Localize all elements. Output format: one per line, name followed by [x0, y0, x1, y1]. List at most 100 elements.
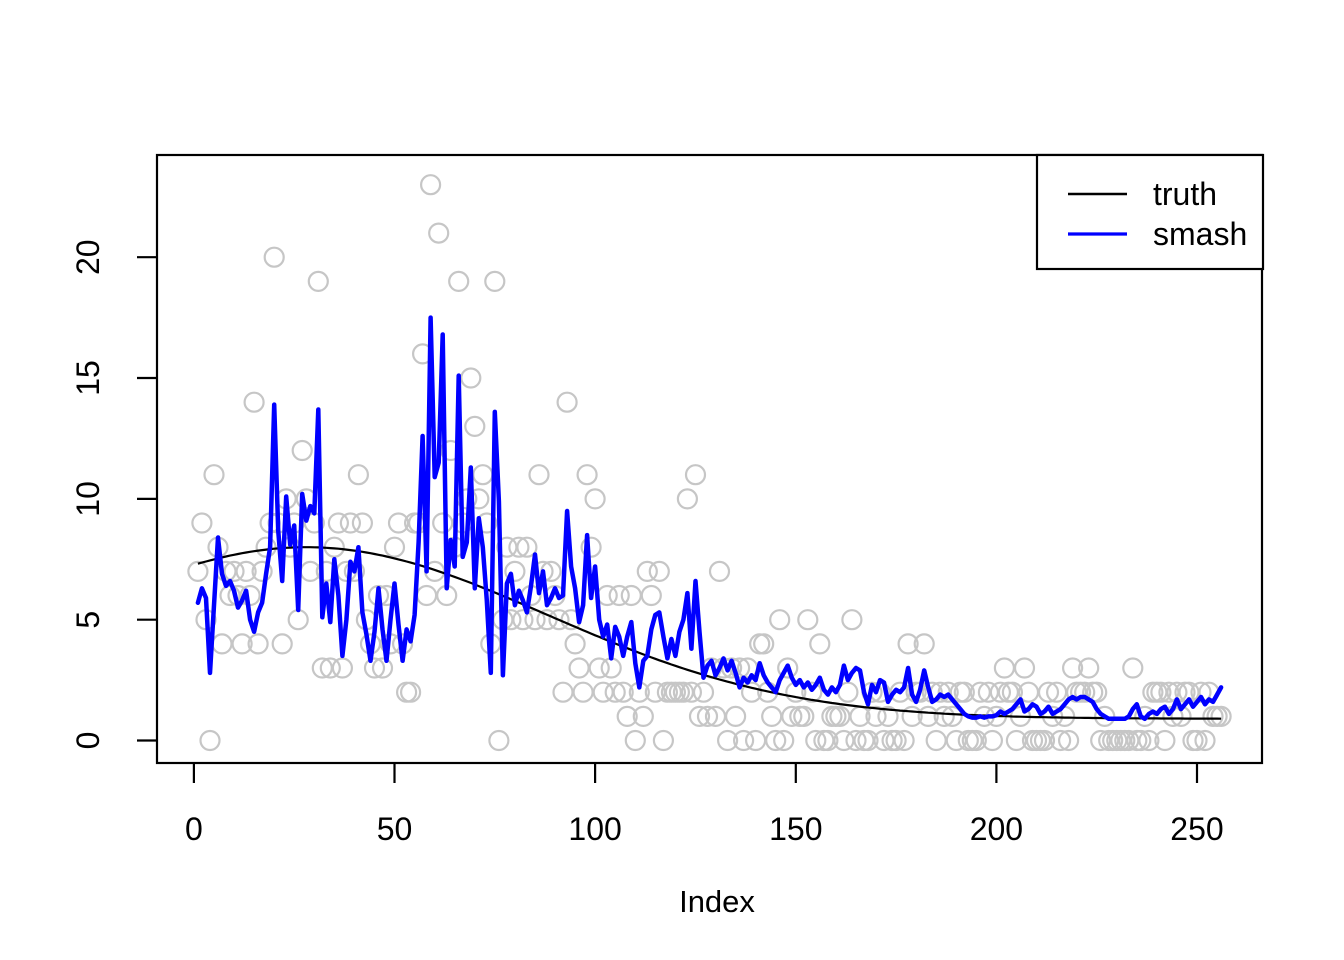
x-axis-title: Index [679, 884, 755, 919]
data-point-circle [901, 705, 923, 728]
data-point-circle [753, 633, 775, 655]
data-point-circle [263, 246, 285, 268]
data-point-circle [291, 439, 313, 462]
data-point-circle [740, 681, 763, 703]
data-point-circle [1138, 729, 1160, 752]
data-point-circle [640, 584, 662, 607]
data-point-circle [688, 705, 711, 728]
data-point-circle [528, 464, 550, 486]
data-point-circle [624, 729, 646, 752]
data-point-circle [716, 729, 739, 752]
x-axis: 0 50 100 150 200 250 [185, 763, 1224, 847]
data-point-circle [251, 560, 273, 583]
data-point-circle [1033, 729, 1056, 752]
data-point-circle [556, 391, 578, 413]
data-point-circle [287, 609, 309, 631]
data-point-circle [1037, 681, 1060, 703]
data-point-circle [777, 657, 799, 679]
data-point-circle [1210, 705, 1232, 728]
data-point-circle [199, 729, 221, 752]
y-tick-label: 10 [70, 481, 106, 517]
data-point-circle [572, 681, 594, 703]
data-point-circle [416, 584, 438, 607]
data-point-circle [331, 657, 353, 679]
data-point-circle [969, 681, 991, 703]
data-point-circle [644, 681, 666, 703]
data-point-circle [604, 681, 626, 703]
data-point-circle [805, 729, 827, 752]
data-point-circle [516, 536, 538, 558]
x-tick-label: 200 [970, 811, 1023, 847]
data-point-circle [488, 729, 510, 752]
data-point-circle [981, 729, 1004, 752]
data-point-circle [271, 633, 293, 655]
data-point-circle [1086, 681, 1108, 703]
data-point-circle [1061, 657, 1084, 679]
data-point-circle [504, 560, 526, 583]
data-point-circle [885, 729, 907, 752]
data-point-circle [347, 464, 369, 486]
data-point-circle [564, 633, 586, 655]
data-point-circle [428, 222, 450, 244]
data-point-circle [311, 657, 333, 679]
data-point-circle [941, 705, 963, 728]
data-point-circle [203, 464, 225, 486]
data-point-circle [396, 681, 418, 703]
data-point-circle [993, 657, 1016, 679]
data-point-circle [793, 705, 815, 728]
y-tick-label: 0 [70, 732, 106, 750]
data-point-circle [400, 681, 422, 703]
data-point-circle [769, 609, 791, 631]
data-point-circle [387, 512, 410, 534]
smash-line [195, 315, 1224, 722]
data-point-circle [865, 705, 887, 728]
data-point-circle [1194, 729, 1216, 752]
data-point-circle [616, 705, 638, 728]
data-point-circle [877, 705, 899, 728]
data-point-circle [420, 174, 442, 196]
x-tick-label: 250 [1170, 811, 1223, 847]
data-point-circle [1150, 681, 1172, 703]
data-point-circle [676, 488, 699, 510]
data-point-circle [584, 488, 606, 510]
data-point-circle [913, 633, 935, 655]
data-point-circle [744, 729, 767, 752]
data-point-circle [512, 609, 534, 631]
data-point-circle [432, 512, 454, 534]
data-point-circle [576, 464, 598, 486]
data-point-circle [692, 681, 715, 703]
data-point-circle [211, 633, 233, 655]
data-point-circle [1078, 657, 1100, 679]
data-point-circle [319, 657, 341, 679]
data-point-circle [636, 560, 658, 583]
data-point-circle [351, 512, 373, 534]
y-tick-label: 5 [70, 611, 106, 629]
data-point-circle [648, 560, 670, 583]
data-point-circle [243, 391, 265, 413]
data-point-circle [817, 729, 839, 752]
data-point-circle [732, 729, 755, 752]
data-point-circle [773, 729, 795, 752]
data-point-circle [1134, 705, 1156, 728]
data-point-circle [612, 681, 634, 703]
data-point-circle [1074, 681, 1096, 703]
y-tick-label: 15 [70, 360, 106, 396]
data-point-circle [632, 705, 654, 728]
legend-box [1035, 153, 1265, 271]
data-point-circle [845, 729, 867, 752]
data-point-circle [897, 633, 919, 655]
y-axis: 0 5 10 15 20 [70, 239, 157, 749]
data-point-circle [484, 270, 506, 292]
data-point-circle [448, 270, 470, 292]
data-point-circle [680, 681, 703, 703]
data-point-circle [548, 609, 570, 631]
legend-smash-label: smash [1153, 216, 1247, 252]
data-point-circle [247, 633, 269, 655]
data-point-circle [917, 705, 939, 728]
data-point-circle [708, 560, 731, 583]
x-tick-label: 150 [769, 811, 822, 847]
data-point-circle [371, 657, 394, 679]
data-point-circle [235, 560, 257, 583]
data-point-circle [508, 536, 530, 558]
